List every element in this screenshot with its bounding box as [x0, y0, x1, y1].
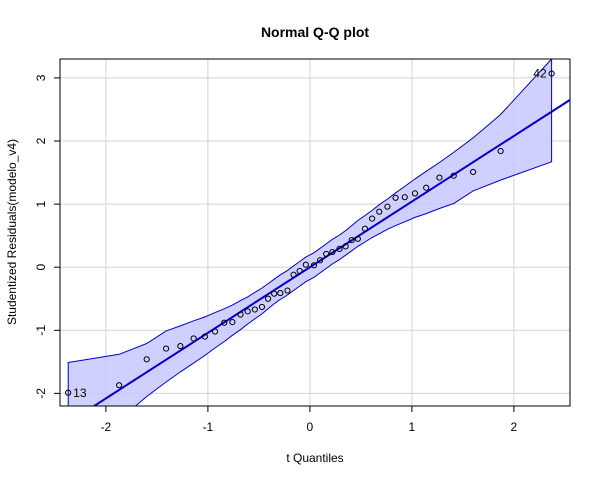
data-point	[264, 295, 272, 302]
x-tick-label: 0	[307, 420, 314, 434]
data-point	[177, 342, 184, 350]
chart-title: Normal Q-Q plot	[261, 24, 369, 40]
data-point	[310, 262, 318, 269]
y-tick-label: 1	[34, 200, 48, 207]
data-point	[317, 257, 324, 264]
data-point	[342, 243, 349, 250]
data-point	[548, 70, 555, 77]
y-tick-label: 0	[34, 264, 48, 271]
data-point	[348, 236, 355, 244]
points-group: 13 42	[65, 67, 555, 400]
data-point	[290, 271, 297, 278]
y-tick-label: 3	[34, 74, 48, 81]
data-point	[221, 319, 228, 326]
data-point	[336, 245, 343, 253]
data-point	[190, 335, 197, 342]
y-axis-label: Studentized Residuals(modelo_v4)	[5, 139, 19, 325]
data-point	[450, 172, 457, 179]
data-point	[392, 194, 399, 201]
data-point	[211, 328, 219, 335]
data-point	[354, 235, 361, 242]
data-point	[497, 148, 504, 155]
data-point	[277, 289, 284, 297]
x-tick-label: 2	[511, 420, 518, 434]
x-tick-label: -2	[101, 420, 112, 434]
data-point	[401, 194, 408, 201]
data-point	[162, 345, 170, 352]
data-point	[369, 215, 376, 222]
x-tick-label: 1	[409, 420, 416, 434]
data-point	[244, 308, 251, 315]
data-point	[284, 287, 291, 294]
data-point	[302, 261, 309, 268]
data-point	[201, 333, 208, 340]
data-point	[361, 225, 369, 232]
data-point	[329, 248, 336, 256]
data-point	[258, 303, 266, 311]
y-tick-label: -2	[34, 388, 48, 399]
x-tick-label: -1	[203, 420, 214, 434]
confidence-band	[67, 59, 553, 406]
data-point	[65, 389, 72, 396]
y-tick-label: -1	[34, 325, 48, 336]
data-point	[237, 311, 244, 318]
data-point	[143, 356, 150, 363]
reference-line-group	[92, 99, 570, 406]
data-point	[423, 184, 430, 191]
data-point	[470, 168, 477, 176]
y-tick-label: 2	[34, 137, 48, 144]
data-point	[436, 174, 443, 181]
data-point	[296, 267, 303, 275]
y-axis: -2 -1 0 1 2 3	[34, 74, 60, 399]
data-point	[376, 208, 383, 215]
point-label: 13	[73, 386, 87, 400]
data-point	[323, 250, 330, 258]
reference-line	[92, 99, 570, 406]
point-label: 42	[533, 67, 547, 81]
confidence-band-group	[67, 59, 553, 406]
data-point	[384, 203, 391, 210]
data-point	[229, 318, 236, 326]
x-axis-label: t Quantiles	[286, 451, 343, 465]
data-point	[271, 290, 278, 297]
data-point	[411, 190, 419, 197]
data-point	[251, 306, 258, 313]
x-axis: -2 -1 0 1 2	[101, 406, 518, 434]
data-point	[116, 382, 123, 389]
plot-frame	[59, 58, 571, 407]
